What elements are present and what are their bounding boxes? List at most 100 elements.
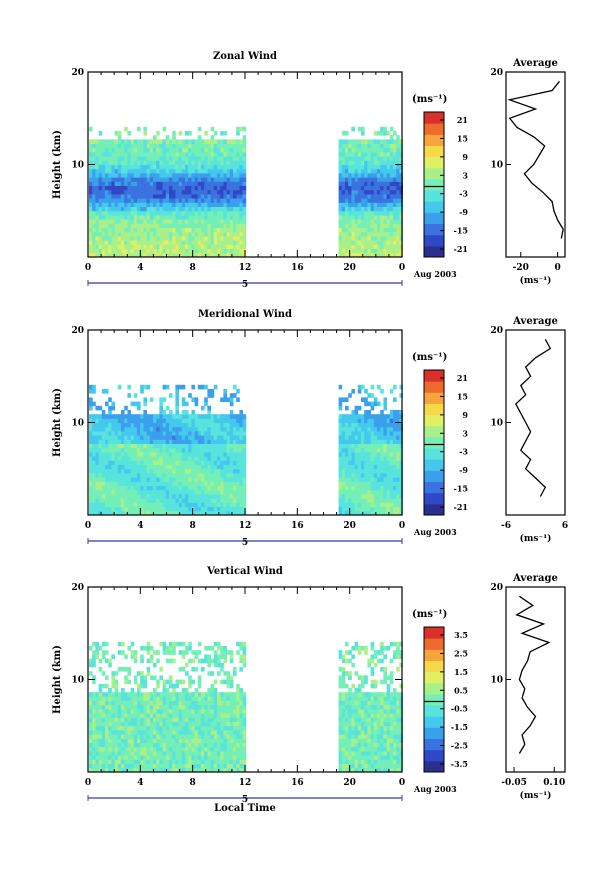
heatmap-cell xyxy=(370,401,375,407)
heatmap-cell xyxy=(377,763,381,769)
heatmap-cell xyxy=(386,160,391,165)
heatmap-cell xyxy=(191,506,195,512)
heatmap-cell xyxy=(364,198,368,203)
heatmap-cell xyxy=(357,510,362,516)
heatmap-cell xyxy=(149,168,154,174)
heatmap-cell xyxy=(396,227,400,233)
heatmap-cell xyxy=(201,755,205,760)
heatmap-cell xyxy=(178,185,183,191)
heatmap-cell xyxy=(338,397,343,402)
heatmap-cell xyxy=(229,401,234,407)
heatmap-cell xyxy=(165,135,170,140)
heatmap-cell xyxy=(92,431,96,436)
heatmap-cell xyxy=(201,447,205,453)
heatmap-cell xyxy=(348,219,352,224)
heatmap-cell xyxy=(396,460,400,465)
heatmap-cell xyxy=(389,147,394,153)
heatmap-cell xyxy=(354,460,359,465)
heatmap-cell xyxy=(95,447,99,453)
heatmap-cell xyxy=(389,426,394,432)
heatmap-cell xyxy=(229,485,234,491)
heatmap-cell xyxy=(242,473,247,478)
heatmap-cell xyxy=(133,456,138,461)
heatmap-cell xyxy=(383,236,387,241)
heatmap-cell xyxy=(345,181,349,186)
heatmap-cell xyxy=(338,244,343,249)
heatmap-cell xyxy=(377,152,381,157)
heatmap-cell xyxy=(217,452,221,457)
heatmap-cell xyxy=(338,189,343,195)
heatmap-cell xyxy=(357,460,362,465)
heatmap-cell xyxy=(117,473,122,478)
heatmap-cell xyxy=(178,426,183,432)
heatmap-cell xyxy=(338,713,343,718)
heatmap-cell xyxy=(386,738,391,743)
heatmap-cell xyxy=(233,168,237,174)
heatmap-cell xyxy=(172,502,176,507)
heatmap-cell xyxy=(386,443,391,449)
heatmap-cell xyxy=(105,164,109,170)
heatmap-cell xyxy=(348,730,352,735)
heatmap-cell xyxy=(204,215,208,220)
heatmap-cell xyxy=(188,143,192,149)
heatmap-cell xyxy=(357,160,362,165)
heatmap-cell xyxy=(197,759,202,764)
heatmap-cell xyxy=(169,210,173,216)
heatmap-cell xyxy=(361,219,365,224)
heatmap-cell xyxy=(156,751,160,756)
heatmap-cell xyxy=(111,431,115,436)
heatmap-cell xyxy=(213,152,218,157)
heatmap-cell xyxy=(146,498,151,503)
heatmap-cell xyxy=(105,452,109,457)
heatmap-cell xyxy=(92,477,96,482)
heatmap-cell xyxy=(153,152,157,157)
heatmap-cell xyxy=(242,510,247,516)
heatmap-cell xyxy=(153,759,157,764)
heatmap-cell xyxy=(338,418,343,423)
heatmap-cell xyxy=(204,742,208,748)
heatmap-cell xyxy=(213,210,218,216)
heatmap-cell xyxy=(220,717,224,722)
heatmap-cell xyxy=(217,240,221,245)
heatmap-cell xyxy=(165,422,170,428)
heatmap-cell xyxy=(201,215,205,220)
heatmap-cell xyxy=(172,506,176,512)
heatmap-cell xyxy=(175,447,179,453)
heatmap-cell xyxy=(380,473,384,478)
heatmap-cell xyxy=(357,734,362,739)
heatmap-cell xyxy=(101,767,106,773)
heatmap-cell xyxy=(364,460,368,465)
heatmap-cell xyxy=(191,477,195,482)
heatmap-cell xyxy=(117,227,122,233)
heatmap-cell xyxy=(111,231,115,237)
heatmap-cell xyxy=(165,173,170,178)
heatmap-cell xyxy=(188,746,192,752)
heatmap-cell xyxy=(162,498,167,503)
heatmap-cell xyxy=(146,477,151,482)
heatmap-cell xyxy=(114,152,119,157)
colorbar-swatch xyxy=(424,212,444,225)
heatmap-cell xyxy=(105,485,109,491)
heatmap-cell xyxy=(217,202,221,207)
heatmap-cell xyxy=(341,485,346,491)
heatmap-cell xyxy=(393,181,397,186)
heatmap-cell xyxy=(114,168,119,174)
heatmap-cell xyxy=(137,468,141,474)
heatmap-cell xyxy=(181,143,186,149)
heatmap-cell xyxy=(108,767,112,773)
heatmap-cell xyxy=(92,210,96,216)
heatmap-cell xyxy=(194,143,199,149)
heatmap-cell xyxy=(338,215,343,220)
heatmap-cell xyxy=(98,456,103,461)
heatmap-cell xyxy=(111,730,115,735)
heatmap-cell xyxy=(108,721,112,727)
heatmap-cell xyxy=(178,498,183,503)
heatmap-cell xyxy=(207,206,211,212)
heatmap-cell xyxy=(242,164,247,170)
heatmap-cell xyxy=(89,215,93,220)
heatmap-cell xyxy=(194,734,199,739)
heatmap-cell xyxy=(220,721,224,727)
heatmap-cell xyxy=(361,481,365,486)
heatmap-cell xyxy=(111,759,115,764)
heatmap-cell xyxy=(220,477,224,482)
